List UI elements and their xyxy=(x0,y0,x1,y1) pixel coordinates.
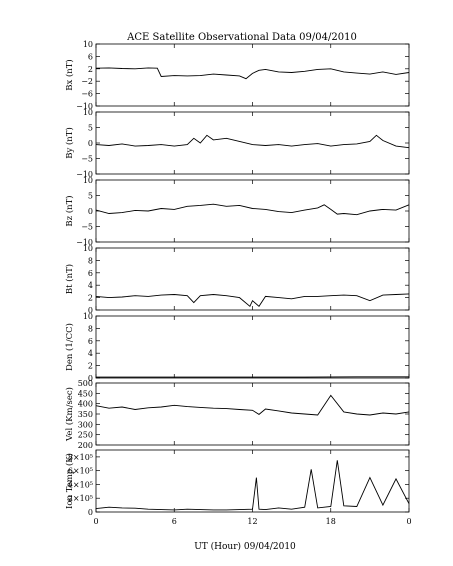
chart-title: ACE Satellite Observational Data 09/04/2… xyxy=(126,32,357,43)
panel-frame-5 xyxy=(95,315,410,379)
y-tick-label-1-5: −6 xyxy=(81,90,93,99)
x-tick-label-5: 0 xyxy=(406,517,411,526)
panel-ylabel-6: Vel (Km/sec) xyxy=(64,387,75,442)
y-tick-label-5-2: 8 xyxy=(88,324,93,333)
y-tick-label-4-1: 10 xyxy=(83,244,93,253)
y-tick-label-7-5: 0 xyxy=(88,508,93,517)
y-tick-label-5-1: 10 xyxy=(83,312,93,321)
y-tick-label-1-1: 10 xyxy=(83,40,93,49)
y-tick-label-3-3: 0 xyxy=(88,207,93,216)
x-tick-label-3: 12 xyxy=(247,517,257,526)
y-tick-label-6-3: 400 xyxy=(78,400,93,409)
y-tick-label-2-2: 5 xyxy=(88,124,93,133)
y-tick-label-6-1: 500 xyxy=(78,379,93,388)
series-line-4 xyxy=(95,293,410,308)
y-tick-label-6-6: 250 xyxy=(78,431,93,440)
y-tick-label-4-4: 4 xyxy=(88,281,93,290)
y-tick-label-4-6: 0 xyxy=(88,306,93,315)
panel-ylabel-5: Den (1/CC) xyxy=(64,323,75,371)
y-tick-label-2-1: 10 xyxy=(83,108,93,117)
y-tick-label-7-1: 8×10⁵ xyxy=(68,453,93,462)
series-line-2 xyxy=(95,134,410,149)
series-line-1 xyxy=(95,67,410,80)
panel-ylabel-3: Bz (nT) xyxy=(64,195,75,226)
y-tick-label-1-3: 2 xyxy=(88,65,93,74)
y-tick-label-3-1: 10 xyxy=(83,176,93,185)
y-tick-label-7-4: 2×10⁵ xyxy=(68,494,93,503)
y-tick-label-5-6: 0 xyxy=(88,374,93,383)
y-tick-label-5-3: 6 xyxy=(88,337,93,346)
y-tick-label-3-5: −10 xyxy=(76,238,93,247)
y-tick-label-5-5: 2 xyxy=(88,362,93,371)
panel-ylabel-2: By (nT) xyxy=(64,127,75,159)
panel-ylabel-7: Ion Temp (K) xyxy=(64,453,75,509)
x-tick-label-4: 18 xyxy=(326,517,336,526)
panel-ylabel-1: Bx (nT) xyxy=(64,59,75,91)
y-tick-label-7-3: 4×10⁵ xyxy=(68,480,93,489)
x-tick-label-1: 0 xyxy=(93,517,98,526)
y-tick-label-7-2: 6×10⁵ xyxy=(68,467,93,476)
panel-frame-7 xyxy=(95,449,410,513)
y-tick-label-6-5: 300 xyxy=(78,420,93,429)
y-tick-label-1-2: 6 xyxy=(88,52,93,61)
y-tick-label-5-4: 4 xyxy=(88,349,93,358)
y-tick-label-2-4: −5 xyxy=(81,155,93,164)
y-tick-label-2-5: −10 xyxy=(76,170,93,179)
series-line-7 xyxy=(95,460,410,511)
y-tick-label-6-7: 200 xyxy=(78,441,93,450)
panel-frame-1 xyxy=(95,43,410,107)
y-tick-label-3-2: 5 xyxy=(88,192,93,201)
series-line-6 xyxy=(95,394,410,416)
y-tick-label-2-3: 0 xyxy=(88,139,93,148)
y-tick-label-4-3: 6 xyxy=(88,269,93,278)
y-tick-label-6-2: 450 xyxy=(78,389,93,398)
y-tick-label-6-4: 350 xyxy=(78,410,93,419)
y-tick-label-1-6: −10 xyxy=(76,102,93,111)
panels-group: 10 6 2 −2 −6 −10 Bx (nT) 10 5 0 −5 −10 By (nT) 10 5 0 −5… xyxy=(64,40,412,526)
y-tick-label-1-4: −2 xyxy=(81,77,93,86)
series-line-3 xyxy=(95,203,410,216)
x-axis-label: UT (Hour) 09/04/2010 xyxy=(194,541,296,552)
y-tick-label-3-4: −5 xyxy=(81,223,93,232)
y-tick-label-4-5: 2 xyxy=(88,294,93,303)
panel-ylabel-4: Bt (nT) xyxy=(64,264,75,294)
x-tick-label-2: 6 xyxy=(172,517,177,526)
y-tick-label-4-2: 8 xyxy=(88,256,93,265)
